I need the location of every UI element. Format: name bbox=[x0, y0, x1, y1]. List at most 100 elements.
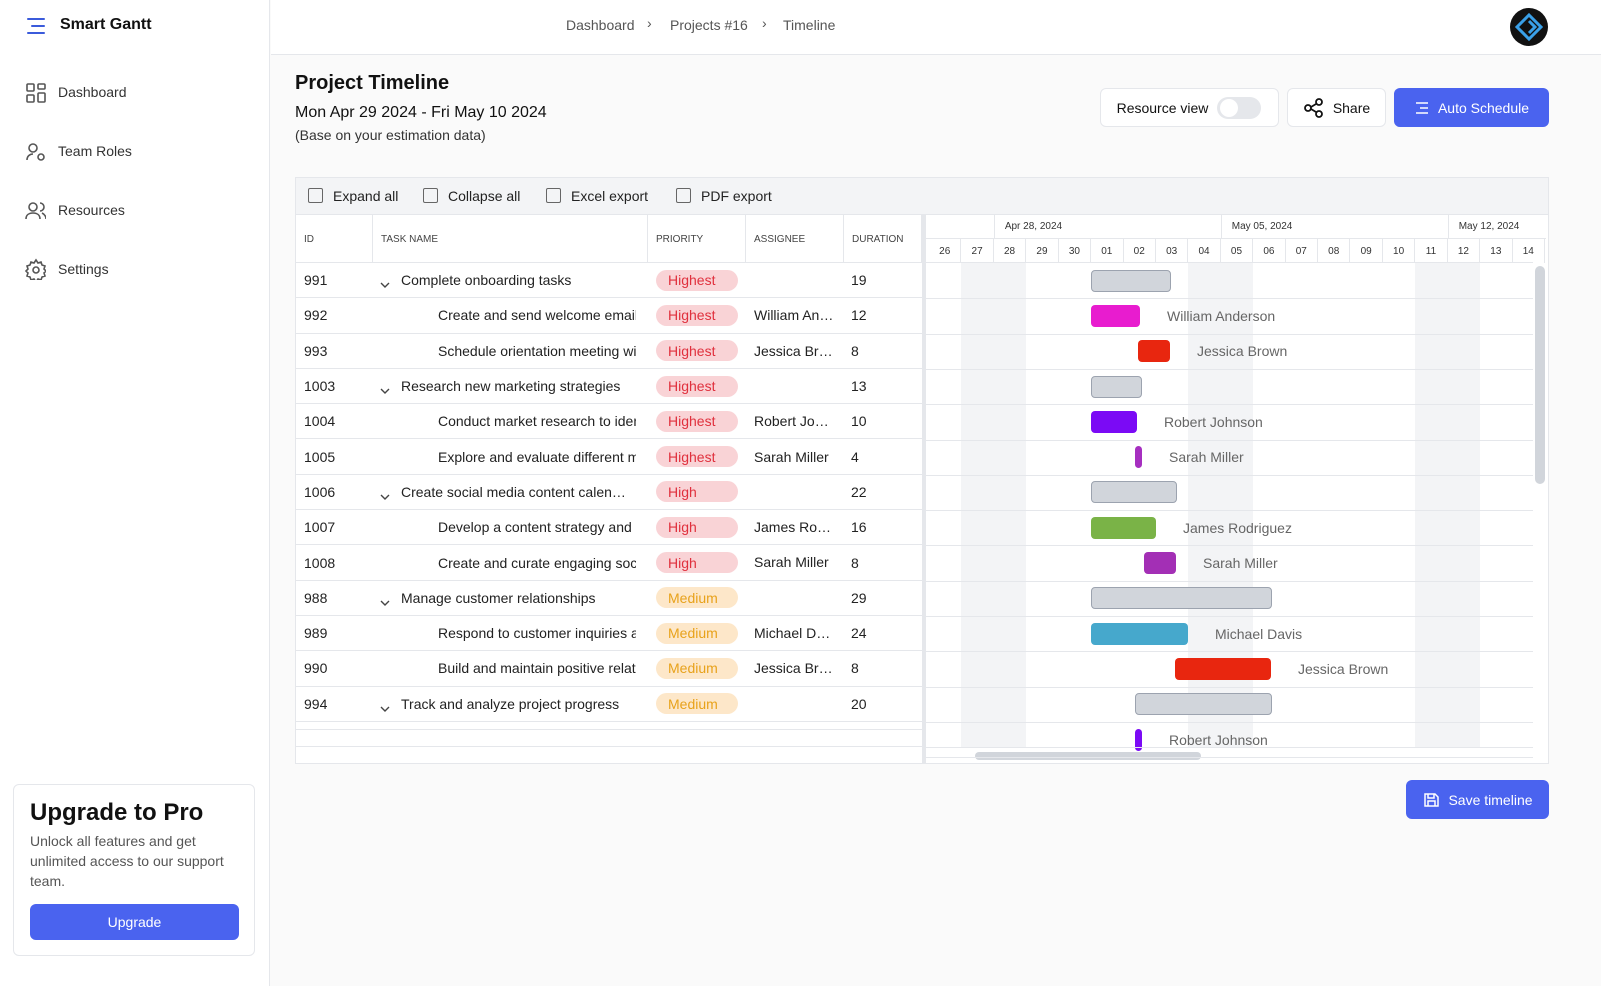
chevron bbox=[380, 282, 390, 288]
expand-chevron[interactable] bbox=[380, 383, 390, 394]
share-button[interactable]: Share bbox=[1287, 88, 1386, 127]
assignee: Sarah Miller bbox=[754, 448, 829, 465]
chevron bbox=[380, 494, 390, 500]
gantt-bar[interactable] bbox=[1135, 693, 1272, 716]
week-divider bbox=[993, 215, 995, 239]
toolbar-item[interactable]: Expand all bbox=[333, 188, 399, 204]
bar-label: Robert Johnson bbox=[1164, 413, 1263, 430]
breadcrumb-item[interactable]: Projects #16 bbox=[670, 17, 748, 33]
expand-chevron[interactable] bbox=[380, 277, 390, 288]
splitter[interactable] bbox=[922, 215, 926, 763]
breadcrumb-item: Timeline bbox=[783, 17, 836, 33]
task-id: 990 bbox=[304, 660, 328, 677]
priority-cell: Highest bbox=[656, 440, 746, 474]
schedule-icon bbox=[1415, 101, 1428, 114]
bar-label: Jessica Brown bbox=[1298, 660, 1389, 677]
task-name: Manage customer relationships bbox=[401, 589, 596, 606]
nav-label: Resources bbox=[58, 202, 125, 218]
bar-label: James Rodriguez bbox=[1183, 519, 1292, 536]
gantt-bar[interactable] bbox=[1138, 340, 1170, 363]
day-label: 30 bbox=[1059, 239, 1092, 263]
save-button[interactable]: Save timeline bbox=[1406, 780, 1549, 819]
day-label: 11 bbox=[1415, 239, 1448, 263]
gantt-bar[interactable] bbox=[1091, 375, 1142, 398]
h-scrollbar[interactable] bbox=[975, 752, 1201, 760]
header-line bbox=[296, 262, 1533, 263]
gantt-bar[interactable] bbox=[1175, 657, 1271, 680]
nav-item[interactable]: Resources bbox=[24, 198, 125, 222]
nav-item[interactable]: Team Roles bbox=[24, 139, 132, 163]
priority-cell: Medium bbox=[656, 616, 746, 650]
auto-schedule-button[interactable]: Auto Schedule bbox=[1394, 88, 1549, 127]
task-id: 991 bbox=[304, 272, 328, 289]
nav-icon bbox=[26, 83, 46, 103]
week-label: Apr 28, 2024 bbox=[1004, 221, 1063, 232]
gantt-bar[interactable] bbox=[1091, 587, 1272, 610]
gantt-bar[interactable] bbox=[1091, 410, 1137, 433]
task-name: Respond to customer inquiries an… bbox=[438, 625, 636, 642]
breadcrumb-item[interactable]: Dashboard bbox=[566, 17, 635, 33]
nav-item[interactable]: Settings bbox=[24, 257, 109, 281]
expand-chevron[interactable] bbox=[380, 489, 390, 500]
duration: 12 bbox=[851, 307, 867, 324]
weekend-shade bbox=[961, 263, 994, 748]
day-label: 05 bbox=[1221, 239, 1254, 263]
gantt-bar[interactable] bbox=[1135, 446, 1142, 469]
day-label: 26 bbox=[929, 239, 962, 263]
bar-label: Sarah Miller bbox=[1203, 555, 1278, 572]
resource-toggle[interactable]: Resource view bbox=[1100, 88, 1279, 127]
gantt-bar[interactable] bbox=[1091, 269, 1171, 292]
priority-cell: Medium bbox=[656, 581, 746, 615]
toolbar-item[interactable]: PDF export bbox=[701, 188, 772, 204]
priority-pill: Highest bbox=[656, 269, 738, 291]
gantt-bar[interactable] bbox=[1091, 516, 1156, 539]
task-id: 989 bbox=[304, 625, 328, 642]
task-name: Explore and evaluate different ma… bbox=[438, 448, 636, 465]
date-range: Mon Apr 29 2024 - Fri May 10 2024 bbox=[295, 104, 547, 121]
duration: 20 bbox=[851, 695, 867, 712]
gantt-row-line bbox=[926, 580, 1533, 582]
duration: 16 bbox=[851, 519, 867, 536]
assignee: Jessica Brown bbox=[754, 660, 836, 677]
v-scrollbar[interactable] bbox=[1535, 266, 1545, 484]
table-row: 989 Respond to customer inquiries an… Medi… bbox=[296, 616, 922, 652]
topbar: Dashboard › Projects #16 › Timeline bbox=[271, 0, 1601, 55]
gantt-bar[interactable] bbox=[1144, 552, 1176, 575]
duration: 13 bbox=[851, 378, 867, 395]
priority-pill: Highest bbox=[656, 304, 738, 326]
gantt-bar[interactable] bbox=[1135, 728, 1142, 751]
gantt-row-line bbox=[926, 545, 1533, 547]
gantt-bar[interactable] bbox=[1091, 304, 1140, 327]
gantt-bar[interactable] bbox=[1091, 622, 1188, 645]
priority-pill: Medium bbox=[656, 622, 738, 644]
nav-item[interactable]: Dashboard bbox=[24, 80, 127, 104]
gantt-row-line bbox=[926, 474, 1533, 476]
nav-label: Team Roles bbox=[58, 143, 132, 159]
duration: 24 bbox=[851, 625, 867, 642]
share-label: Share bbox=[1332, 99, 1371, 116]
gantt-bar[interactable] bbox=[1091, 481, 1177, 504]
day-label: 29 bbox=[1026, 239, 1059, 263]
avatar[interactable] bbox=[1509, 7, 1549, 47]
expand-chevron[interactable] bbox=[380, 701, 390, 712]
table-row: 1004 Conduct market research to ident… Hig… bbox=[296, 404, 922, 440]
toolbar-item[interactable]: Excel export bbox=[571, 188, 649, 204]
upgrade-text: Unlock all features and get unlimited ac… bbox=[30, 833, 224, 889]
upgrade-button[interactable]: Upgrade bbox=[30, 904, 239, 940]
gantt-row-line bbox=[926, 686, 1533, 688]
expand-chevron[interactable] bbox=[380, 595, 390, 606]
priority-pill: High bbox=[656, 552, 738, 574]
weekend-shade bbox=[1415, 263, 1448, 748]
assignee: Michael Davis bbox=[754, 625, 836, 641]
table-row: 1008 Create and curate engaging soci… High… bbox=[296, 545, 922, 581]
gantt-row-line bbox=[926, 368, 1533, 370]
task-name: Develop a content strategy and s… bbox=[438, 519, 636, 536]
table-row: 992 Create and send welcome email t… Highe… bbox=[296, 298, 922, 334]
gantt-row-line bbox=[926, 439, 1533, 441]
duration: 4 bbox=[851, 448, 859, 465]
toolbar-item[interactable]: Collapse all bbox=[448, 188, 521, 204]
task-name: Create social media content calen… bbox=[401, 483, 626, 500]
day-label: 03 bbox=[1156, 239, 1189, 263]
upgrade-title: Upgrade to Pro bbox=[30, 799, 204, 826]
duration: 19 bbox=[851, 272, 867, 289]
